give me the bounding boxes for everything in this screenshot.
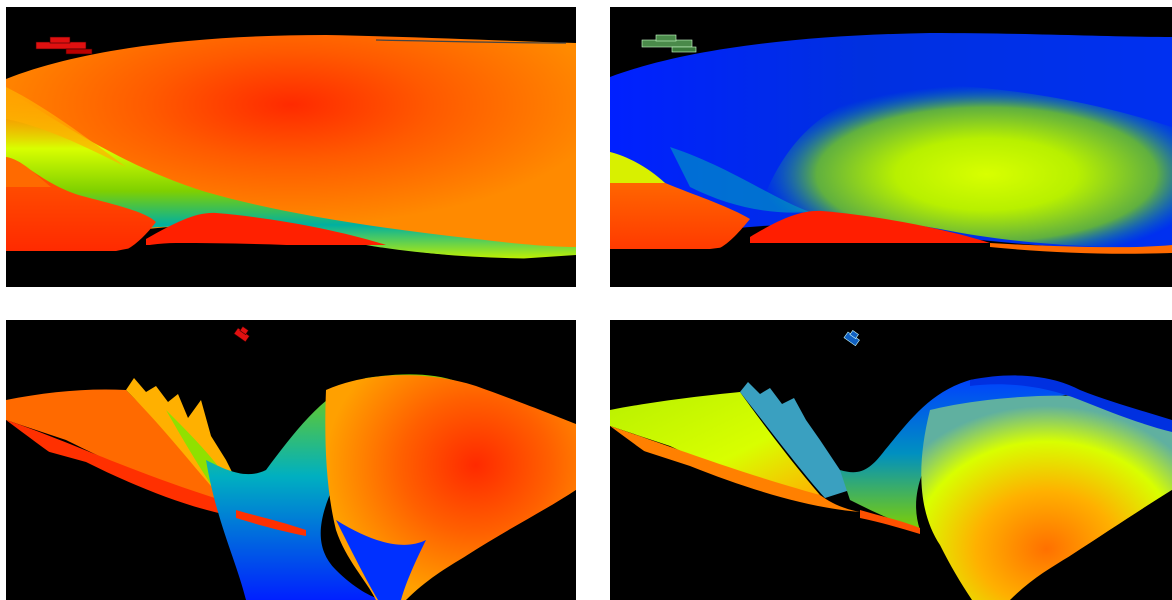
terrain-render-top-left xyxy=(6,7,576,287)
terrain-panel-bottom-right xyxy=(610,320,1172,600)
terrain-panel-top-right xyxy=(610,7,1172,287)
vessel-icon xyxy=(843,330,860,347)
terrain-panel-bottom-left xyxy=(6,320,576,600)
vessel-icon xyxy=(35,36,93,55)
terrain-render-top-right xyxy=(610,7,1172,287)
surface-green-core xyxy=(760,85,1172,248)
left-ridge xyxy=(6,157,156,251)
trench xyxy=(206,374,476,600)
surface-band xyxy=(6,89,576,259)
vessel-icon xyxy=(641,34,697,53)
left-plateau xyxy=(610,392,820,495)
terrain-render-bottom-left xyxy=(6,320,576,600)
ridge-spikes xyxy=(740,382,850,498)
right-plateau xyxy=(921,395,1172,600)
central-bump xyxy=(146,212,386,245)
vessel-icon xyxy=(233,326,250,343)
central-bump xyxy=(750,210,990,243)
trench xyxy=(840,376,1080,530)
terrain-render-bottom-right xyxy=(610,320,1172,600)
left-plateau xyxy=(6,389,221,500)
terrain-panel-top-left xyxy=(6,7,576,287)
